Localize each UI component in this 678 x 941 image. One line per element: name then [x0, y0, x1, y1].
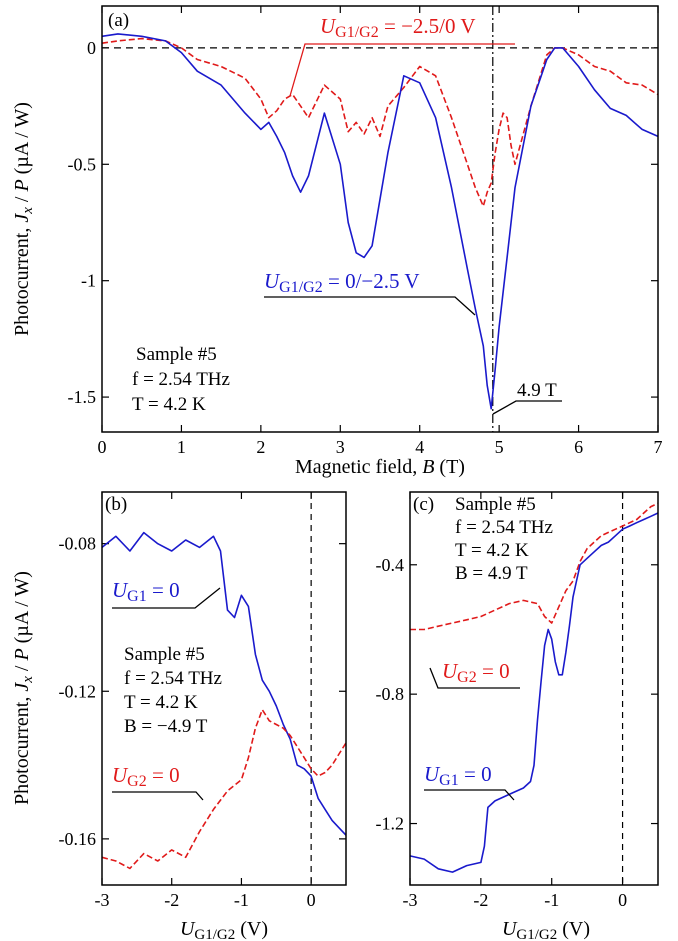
panel-b-series-red-leader	[112, 791, 204, 801]
panel-a: 0 1 2 3 4 5 6 7 0 -0.5 -1 -1.5 (a) UG1/G2 = −2.5/0 …	[11, 5, 663, 478]
panel-a-x-tick-label-7: 7	[654, 437, 663, 457]
panel-c-x-tick-label-0: -3	[403, 890, 418, 910]
panel-a-marker-leader	[492, 400, 562, 415]
panel-c-series-blue-leader	[424, 789, 515, 801]
panel-a-y-tick-label-1: -0.5	[68, 154, 97, 174]
panel-b-x-axis-label: UG1/G2 (V)	[180, 918, 268, 941]
panel-c-x-tick-label-2: -1	[544, 890, 559, 910]
panel-a-x-tick-label-0: 0	[98, 437, 107, 457]
panel-a-ticks: 0 1 2 3 4 5 6 7 0 -0.5 -1 -1.5	[68, 6, 663, 457]
panel-c-y-tick-label-2: -1.2	[376, 814, 405, 834]
panel-a-y-tick-label-3: -1.5	[68, 387, 97, 407]
panel-a-marker-label: 4.9 T	[517, 380, 557, 401]
panel-c-y-tick-label-0: -0.4	[376, 555, 405, 575]
panel-c-frame	[409, 491, 659, 886]
panel-a-x-tick-label-2: 2	[256, 437, 265, 457]
panel-a-sample-frequency: f = 2.54 THz	[132, 369, 230, 390]
panel-a-x-tick-label-5: 5	[495, 437, 504, 457]
panel-b-series-blue-leader	[112, 587, 221, 609]
panel-c-series-red-label: UG2 = 0	[442, 659, 510, 686]
panel-b-frame	[101, 491, 347, 886]
panel-a-series-blue-leader	[264, 296, 476, 316]
panel-b-series-blue-line	[101, 531, 347, 836]
panel-c-series	[409, 502, 659, 873]
panel-c-y-tick-label-1: -0.8	[376, 684, 405, 704]
panel-b-x-tick-label-0: -3	[95, 890, 110, 910]
panel-a-frame	[101, 5, 659, 433]
panel-b-x-tick-label-2: -1	[234, 890, 249, 910]
panel-b-x-tick-label-3: 0	[307, 890, 316, 910]
panel-c-sample-frequency: f = 2.54 THz	[455, 517, 553, 538]
panel-a-series-blue-line	[101, 33, 659, 410]
panel-b-series-red-line	[101, 708, 347, 870]
panel-c-sample-field: B = 4.9 T	[455, 563, 528, 584]
panel-a-series-red-leader	[289, 43, 515, 97]
panel-b-sample-id: Sample #5	[124, 644, 205, 665]
panel-b-ticks: -3 -2 -1 0 -0.08 -0.12 -0.16	[59, 492, 346, 910]
panel-b-series-red-label: UG2 = 0	[112, 763, 180, 790]
panel-a-series	[101, 33, 659, 410]
panel-b-y-tick-label-1: -0.12	[59, 681, 97, 701]
panel-b-y-tick-label-2: -0.16	[59, 829, 97, 849]
panel-c-ticks: -3 -2 -1 0 -0.4 -0.8 -1.2	[376, 492, 658, 910]
panel-b-y-axis-label: Photocurrent, Jx / P (µA / W)	[11, 571, 36, 805]
panel-c-x-tick-label-1: -2	[473, 890, 488, 910]
panel-b: -3 -2 -1 0 -0.08 -0.12 -0.16 (b) UG1 = 0 Sampl…	[11, 491, 347, 941]
panel-c: -3 -2 -1 0 -0.4 -0.8 -1.2 (c) Sample #5 f = 2.…	[376, 491, 659, 941]
panel-a-y-tick-label-0: 0	[87, 38, 96, 58]
panel-b-series	[101, 531, 347, 870]
panel-a-x-tick-label-1: 1	[177, 437, 186, 457]
panel-a-x-tick-label-3: 3	[336, 437, 345, 457]
panel-b-y-tick-label-0: -0.08	[59, 534, 97, 554]
panel-c-sample-id: Sample #5	[455, 494, 536, 515]
panel-c-series-blue-line	[409, 512, 659, 873]
panel-a-y-axis-label: Photocurrent, Jx / P (µA / W)	[11, 102, 36, 336]
panel-b-sample-field: B = −4.9 T	[124, 716, 208, 737]
panel-a-x-tick-label-6: 6	[574, 437, 583, 457]
panel-a-x-axis-label: Magnetic field, B (T)	[295, 456, 465, 478]
panel-b-x-tick-label-1: -2	[164, 890, 179, 910]
panel-a-series-red-line	[101, 37, 659, 207]
panel-c-label: (c)	[413, 494, 434, 515]
panel-a-label: (a)	[108, 10, 129, 31]
panel-c-sample-temperature: T = 4.2 K	[455, 540, 529, 561]
panel-c-series-blue-label: UG1 = 0	[424, 762, 492, 789]
panel-b-sample-temperature: T = 4.2 K	[124, 692, 198, 713]
panel-a-sample-temperature: T = 4.2 K	[132, 394, 206, 415]
panel-a-sample-id: Sample #5	[136, 344, 217, 365]
panel-a-y-tick-label-2: -1	[81, 271, 96, 291]
panel-a-x-tick-label-4: 4	[415, 437, 424, 457]
panel-c-series-red-line	[410, 502, 659, 631]
panel-b-label: (b)	[105, 494, 127, 515]
panel-c-series-red-leader	[429, 667, 520, 689]
panel-c-x-tick-label-3: 0	[618, 890, 627, 910]
panel-b-sample-frequency: f = 2.54 THz	[124, 668, 222, 689]
panel-c-x-axis-label: UG1/G2 (V)	[502, 918, 590, 941]
panel-a-series-red-label: UG1/G2 = −2.5/0 V	[320, 14, 476, 41]
panel-a-series-blue-label: UG1/G2 = 0/−2.5 V	[264, 269, 420, 296]
panel-b-series-blue-label: UG1 = 0	[112, 578, 180, 605]
panel-a-reference-lines	[102, 6, 658, 432]
